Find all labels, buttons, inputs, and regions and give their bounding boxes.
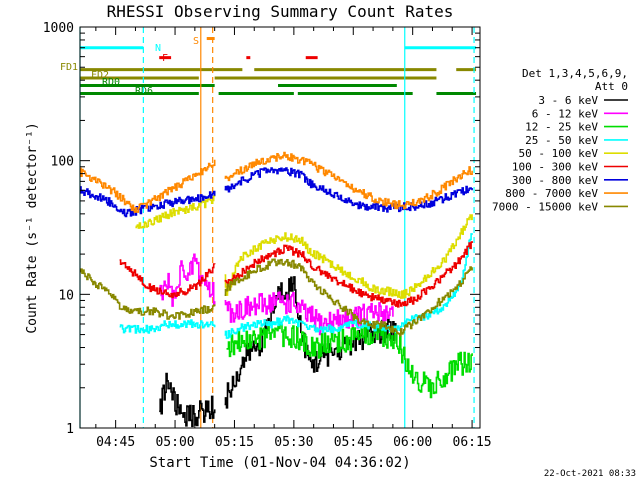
legend-label-3: 25 - 50 keV	[525, 134, 598, 147]
x-tick-label-6: 06:15	[453, 435, 492, 450]
series-line-2	[226, 321, 473, 399]
flag-label-rd6: RD6	[135, 86, 153, 97]
flag-label-fd2: FD2	[91, 70, 109, 81]
flag-label-s: S	[193, 36, 199, 47]
legend-label-5: 100 - 300 keV	[512, 161, 598, 174]
legend-label-8: 7000 - 15000 keV	[492, 200, 598, 213]
legend-label-1: 6 - 12 keV	[532, 107, 599, 120]
x-tick-label-5: 06:00	[393, 435, 432, 450]
legend-label-0: 3 - 6 keV	[538, 94, 598, 107]
legend-label-6: 300 - 800 keV	[512, 174, 598, 187]
y-tick-label-2: 100	[51, 155, 74, 170]
flag-label-n: N	[155, 43, 161, 54]
y-tick-label-1: 10	[58, 288, 74, 303]
chart-title: RHESSI Observing Summary Count Rates	[107, 2, 454, 21]
series-line-0	[159, 276, 398, 428]
flag-label-f: F	[162, 53, 168, 64]
series-line-7	[80, 151, 473, 213]
y-axis-label: Count Rate (s⁻¹ detector⁻¹)	[25, 122, 40, 333]
series-line-1	[159, 253, 394, 336]
x-axis-label: Start Time (01-Nov-04 04:36:02)	[149, 455, 410, 471]
series-line-4	[135, 195, 473, 299]
series-lines	[80, 151, 473, 428]
x-tick-label-2: 05:15	[215, 435, 254, 450]
x-tick-label-1: 05:00	[155, 435, 194, 450]
x-tick-label-3: 05:30	[274, 435, 313, 450]
legend-header-line-0: Det 1,3,4,5,6,9,	[522, 67, 628, 80]
legend-header-line-1: Att 0	[595, 80, 628, 93]
axes: 1 10 100 1000 04:45 05:00 05:15 05:30 05:45 06:00…	[43, 21, 492, 450]
flag-label-rd0: RD0	[102, 77, 120, 88]
flag-label-fd1: FD1	[60, 62, 78, 73]
footer-date: 22-Oct-2021 08:33	[544, 469, 636, 479]
y-tick-label-3: 1000	[43, 21, 74, 36]
series-line-8	[80, 258, 473, 337]
legend-label-2: 12 - 25 keV	[525, 121, 598, 134]
plot-frame	[79, 26, 481, 429]
x-tick-label-0: 04:45	[96, 435, 135, 450]
series-line-5	[119, 241, 473, 308]
legend-label-7: 800 - 7000 keV	[505, 187, 598, 200]
legend-label-4: 50 - 100 keV	[519, 147, 599, 160]
y-tick-label-0: 1	[66, 422, 74, 437]
x-tick-label-4: 05:45	[334, 435, 373, 450]
